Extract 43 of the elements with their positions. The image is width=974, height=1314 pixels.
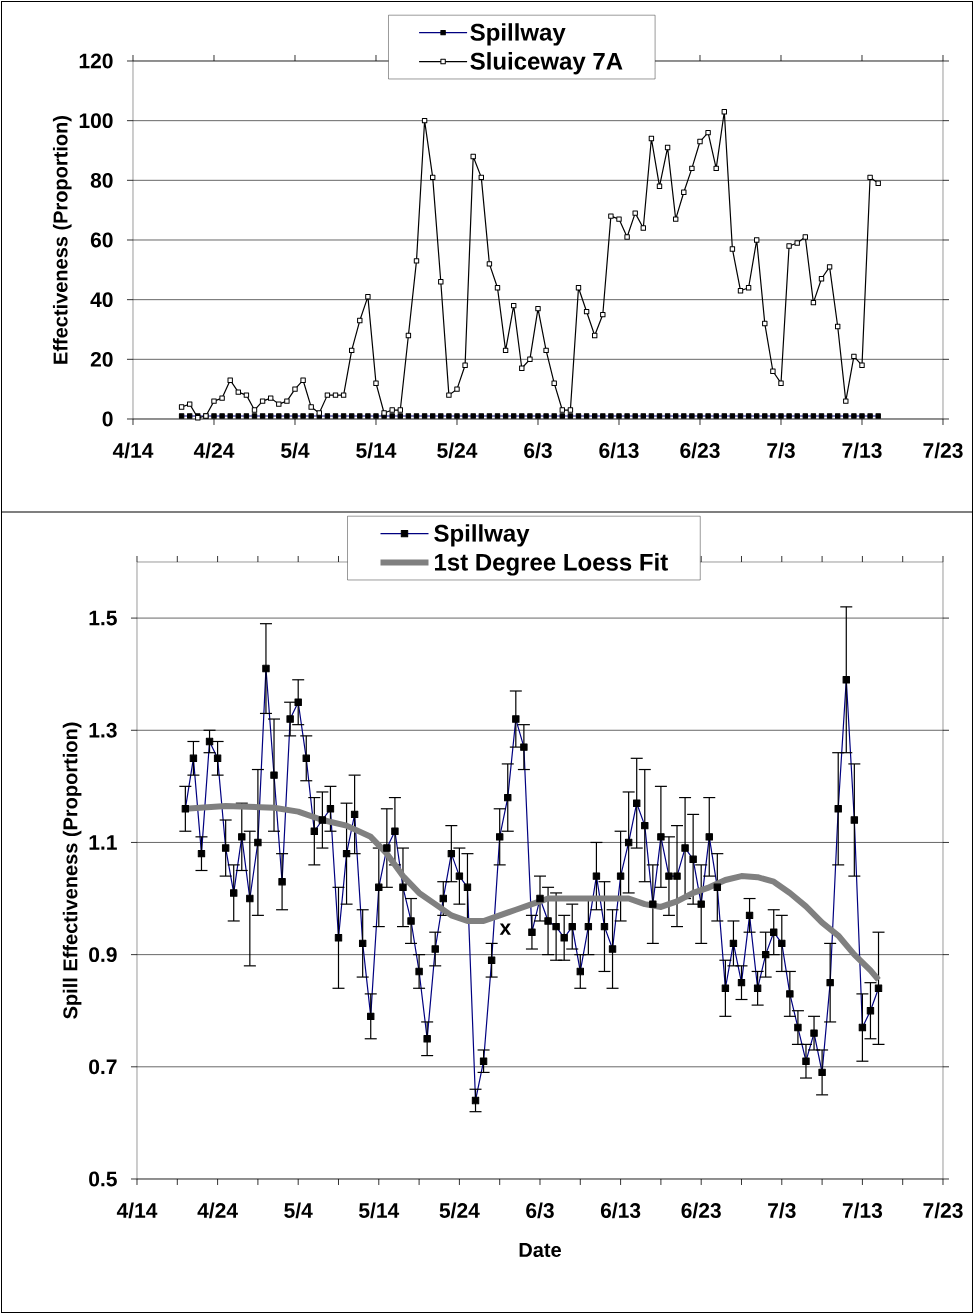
x-tick-label: 6/3: [524, 442, 552, 459]
x-tick-label: 6/23: [681, 1202, 721, 1219]
y-tick-label: 60: [90, 232, 113, 248]
legend-label: 1st Degree Loess Fit: [435, 553, 668, 576]
x-tick-label: 6/13: [599, 442, 639, 459]
legend-label: Spillway: [434, 524, 530, 547]
x-tick-label: 7/23: [923, 442, 963, 459]
x-tick-label: 7/3: [768, 1202, 796, 1219]
x-tick-label: 4/14: [112, 442, 154, 459]
y-tick-label: 1.3: [89, 722, 117, 738]
x-tick-label: 7/13: [842, 442, 882, 459]
x-tick-label: 4/24: [193, 442, 235, 459]
x-tick-label: 5/14: [359, 1202, 400, 1219]
annotation: x: [499, 923, 512, 935]
x-axis-title: Date: [519, 1243, 561, 1257]
legend-label: Sluiceway 7A: [470, 52, 623, 75]
x-tick-label: 5/4: [284, 1202, 313, 1219]
y-axis-title: Spill Effectiveness (Proportion): [62, 722, 82, 1019]
x-tick-label: 5/24: [437, 442, 478, 459]
y-tick-label: 100: [79, 113, 113, 129]
y-tick-label: 40: [90, 292, 113, 308]
y-tick-label: 0.5: [89, 1171, 117, 1187]
y-tick-label: 1.1: [89, 835, 117, 850]
x-tick-label: 7/23: [923, 1202, 963, 1219]
x-tick-label: 7/3: [767, 442, 795, 459]
x-tick-label: 5/24: [439, 1202, 480, 1219]
y-tick-label: 80: [90, 172, 113, 188]
x-tick-label: 5/14: [356, 442, 397, 459]
y-axis-title: Effectiveness (Proportion): [52, 116, 72, 364]
x-tick-label: 6/13: [600, 1202, 641, 1219]
y-tick-label: 0: [102, 411, 113, 427]
x-tick-label: 5/4: [281, 442, 310, 459]
x-tick-label: 4/24: [197, 1202, 238, 1219]
y-tick-label: 0.9: [89, 947, 117, 963]
y-tick-label: 1.5: [89, 610, 117, 626]
legend-label: Spillway: [470, 23, 566, 46]
y-tick-label: 20: [90, 351, 113, 367]
y-tick-label: 120: [79, 53, 113, 69]
x-tick-label: 7/13: [842, 1202, 883, 1219]
x-tick-label: 6/23: [680, 442, 720, 459]
x-tick-label: 6/3: [526, 1202, 554, 1219]
y-tick-label: 0.7: [89, 1059, 117, 1075]
x-tick-label: 4/14: [116, 1202, 158, 1219]
